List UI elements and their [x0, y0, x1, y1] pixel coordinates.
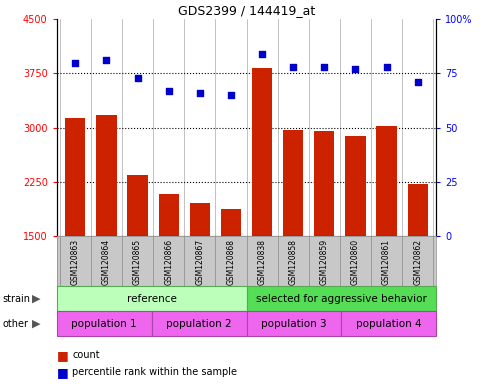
Bar [159, 194, 179, 236]
Text: GSM120838: GSM120838 [257, 239, 267, 285]
Text: ▶: ▶ [32, 318, 40, 329]
Text: GSM120863: GSM120863 [71, 239, 80, 285]
Bar [345, 136, 365, 236]
Bar [57, 286, 246, 311]
Point [196, 90, 204, 96]
Bar [408, 184, 428, 236]
Text: count: count [72, 350, 100, 360]
Bar [246, 311, 341, 336]
Title: GDS2399 / 144419_at: GDS2399 / 144419_at [178, 3, 315, 17]
Bar [96, 115, 116, 236]
Point [289, 64, 297, 70]
Text: GSM120861: GSM120861 [382, 239, 391, 285]
Text: strain: strain [2, 293, 31, 304]
Text: GSM120858: GSM120858 [289, 239, 298, 285]
Point [165, 88, 173, 94]
Point [352, 66, 359, 72]
Point [383, 64, 390, 70]
Text: GSM120867: GSM120867 [195, 239, 204, 285]
Bar [65, 118, 85, 236]
Bar [152, 311, 246, 336]
Point [227, 92, 235, 98]
Point [320, 64, 328, 70]
Text: GSM120868: GSM120868 [226, 239, 236, 285]
Point [258, 51, 266, 57]
Text: population 2: population 2 [166, 318, 232, 329]
Text: ■: ■ [57, 366, 69, 379]
Text: GSM120859: GSM120859 [320, 239, 329, 285]
Text: selected for aggressive behavior: selected for aggressive behavior [256, 293, 427, 304]
Bar [246, 286, 436, 311]
Bar [128, 175, 148, 236]
Point [103, 57, 110, 63]
Bar [283, 130, 303, 236]
Text: GSM120864: GSM120864 [102, 239, 111, 285]
Text: percentile rank within the sample: percentile rank within the sample [72, 367, 238, 377]
Bar [221, 209, 241, 236]
Point [414, 79, 422, 85]
Bar [57, 311, 152, 336]
Text: GSM120860: GSM120860 [351, 239, 360, 285]
Text: other: other [2, 318, 29, 329]
Text: reference: reference [127, 293, 176, 304]
Text: ■: ■ [57, 349, 69, 362]
Bar [190, 203, 210, 236]
Text: ▶: ▶ [32, 293, 40, 304]
Text: GSM120865: GSM120865 [133, 239, 142, 285]
Bar [314, 131, 334, 236]
Bar [252, 68, 272, 236]
Text: population 3: population 3 [261, 318, 327, 329]
Point [71, 60, 79, 66]
Text: population 1: population 1 [71, 318, 137, 329]
Bar [377, 126, 397, 236]
Point [134, 75, 141, 81]
Text: population 4: population 4 [356, 318, 422, 329]
Text: GSM120862: GSM120862 [413, 239, 422, 285]
Bar [341, 311, 436, 336]
Text: GSM120866: GSM120866 [164, 239, 173, 285]
